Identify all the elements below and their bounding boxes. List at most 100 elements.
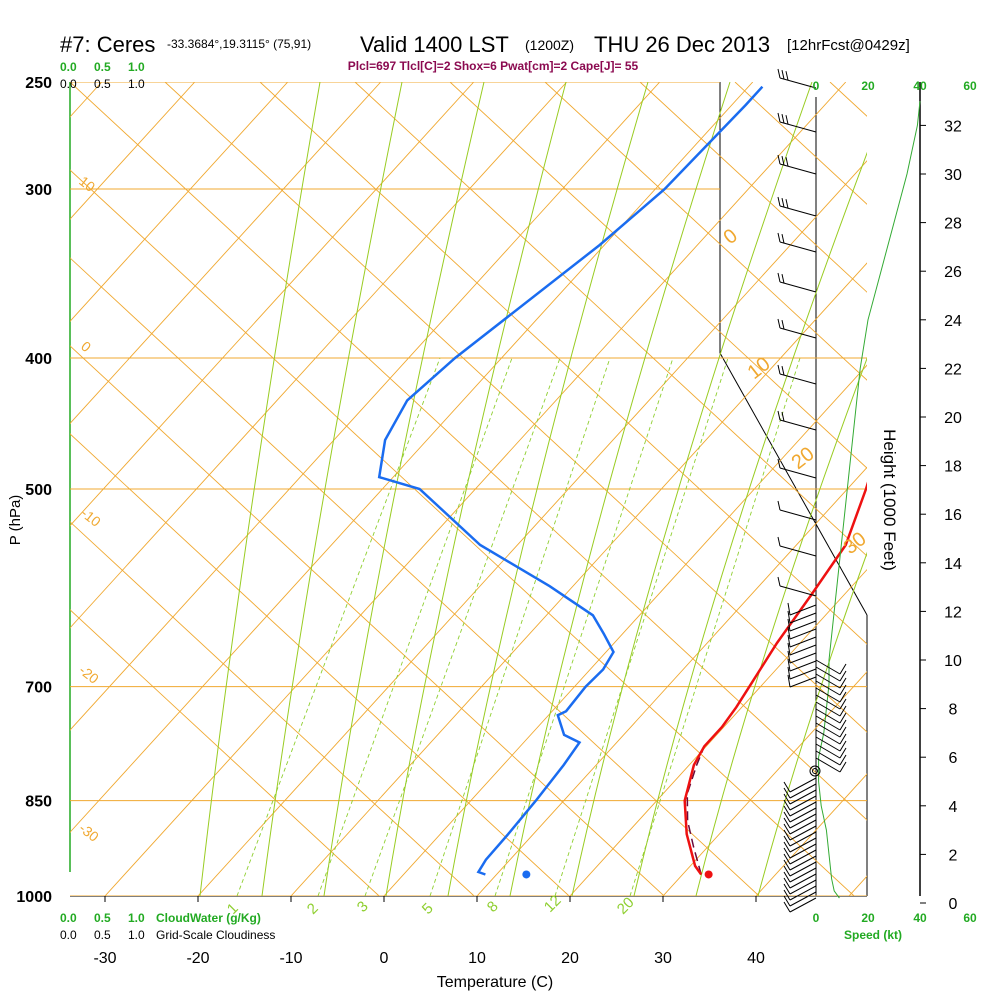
wind-barb	[815, 673, 847, 689]
height-tick-32: 32	[944, 118, 962, 135]
adiabat-line	[544, 82, 867, 381]
mixing-ratio-label-20: 20	[614, 894, 638, 918]
wind-barb	[783, 885, 817, 901]
cloud-green-bottom-2: 1.0	[128, 911, 145, 925]
adiabat-line	[70, 169, 855, 896]
surface-dewpoint-point	[522, 870, 531, 879]
temp-tick--20: -20	[186, 950, 209, 967]
wind-speed-line	[818, 101, 921, 899]
station-title: #7: Ceres	[60, 32, 155, 57]
wind-barb	[815, 680, 847, 696]
wind-barb	[783, 783, 817, 799]
speed-top-40: 40	[913, 79, 927, 93]
wind-barb	[783, 813, 817, 829]
wind-barb	[783, 789, 817, 805]
temp-tick-20: 20	[561, 950, 579, 967]
cloud-black-top-1: 0.5	[94, 77, 111, 91]
adiabat-line	[70, 609, 380, 896]
adiabat-line	[259, 82, 867, 645]
height-tick-6: 6	[949, 750, 958, 767]
speed-bottom-40: 40	[913, 911, 927, 925]
isotherm-line	[662, 671, 867, 896]
speed-label: Speed (kt)	[844, 928, 902, 942]
wind-barb	[783, 825, 817, 841]
wind-barb	[815, 743, 847, 759]
isotherm-line	[942, 82, 1000, 896]
wind-barb	[815, 701, 847, 717]
speed-scale: 0 20 40 60 0 20 40 60 Speed (kt)	[813, 79, 977, 942]
mixing-ratio-label-5: 5	[419, 900, 437, 918]
isotherm-label--10: -10	[78, 505, 104, 530]
wind-barb	[783, 861, 817, 877]
temp-tick-10: 10	[468, 950, 486, 967]
zulu-time: (1200Z)	[525, 37, 574, 53]
adiabat-line	[449, 82, 867, 469]
speed-top-60: 60	[963, 79, 977, 93]
moist-adiabat	[633, 151, 867, 896]
height-tick-26: 26	[944, 264, 962, 281]
wind-barb	[783, 807, 817, 823]
dewpoint-line	[377, 85, 764, 876]
height-tick-4: 4	[949, 799, 958, 816]
wind-barb	[777, 458, 817, 479]
wind-barb	[787, 618, 817, 632]
wind-barb	[783, 843, 817, 859]
isotherm-line	[104, 82, 847, 896]
mixing-ratio-label-8: 8	[484, 898, 502, 916]
isotherm-line	[383, 364, 867, 896]
wind-barb	[787, 666, 817, 680]
wind-barb	[783, 855, 817, 871]
moist-adiabat	[509, 82, 731, 896]
moist-adiabat	[695, 357, 867, 896]
wind-barb	[783, 897, 817, 913]
cloud-green-bottom-1: 0.5	[94, 911, 111, 925]
height-tick-20: 20	[944, 410, 962, 427]
adiabat-line	[164, 82, 867, 733]
wind-barb	[815, 666, 847, 682]
adiabat-line	[639, 82, 867, 293]
wind-barb	[783, 831, 817, 847]
cloud-black-bottom-0: 0.0	[60, 928, 77, 942]
pressure-tick-400: 400	[25, 351, 52, 368]
wind-barb	[815, 736, 847, 752]
isotherm-line	[70, 82, 661, 731]
isotherm-label-0: 0	[720, 225, 742, 249]
pressure-tick-250: 250	[25, 75, 52, 92]
station-coords: -33.3684°,19.3115° (75,91)	[167, 37, 311, 51]
height-tick-22: 22	[944, 361, 962, 378]
isotherm-line	[290, 262, 867, 896]
isotherm-line	[848, 875, 867, 896]
wind-barb	[815, 687, 847, 703]
adiabat-line	[70, 433, 570, 896]
mixing-ratio-line	[629, 357, 801, 896]
wind-barb	[815, 722, 847, 738]
parcel-path	[686, 746, 705, 875]
adiabat-line	[925, 82, 1000, 896]
height-tick-12: 12	[944, 604, 962, 621]
wind-barb	[787, 674, 817, 688]
x-axis-title: Temperature (C)	[437, 974, 553, 991]
temp-tick--30: -30	[93, 950, 116, 967]
wind-barb	[777, 232, 817, 253]
speed-top-20: 20	[861, 79, 875, 93]
height-tick-16: 16	[944, 507, 962, 524]
moist-adiabat	[199, 82, 321, 896]
wind-barbs	[777, 68, 921, 913]
moist-adiabat	[571, 82, 813, 896]
valid-time: Valid 1400 LST	[360, 32, 509, 57]
wind-barb	[787, 610, 817, 624]
adiabat-line	[70, 257, 760, 896]
moist-adiabat	[261, 82, 403, 896]
forecast-date: THU 26 Dec 2013	[594, 32, 770, 57]
wind-barb	[777, 196, 817, 217]
wind-barb	[777, 318, 817, 339]
cloud-black-bottom-2: 1.0	[128, 928, 145, 942]
wind-barb	[777, 154, 817, 175]
cloudiness-label: Grid-Scale Cloudiness	[156, 928, 275, 942]
isotherm-label--30: -30	[76, 820, 102, 845]
height-tick-18: 18	[944, 459, 962, 476]
isotherm-label-30: 30	[840, 528, 871, 559]
cloud-black-top-2: 1.0	[128, 77, 145, 91]
wind-barb	[783, 777, 817, 793]
